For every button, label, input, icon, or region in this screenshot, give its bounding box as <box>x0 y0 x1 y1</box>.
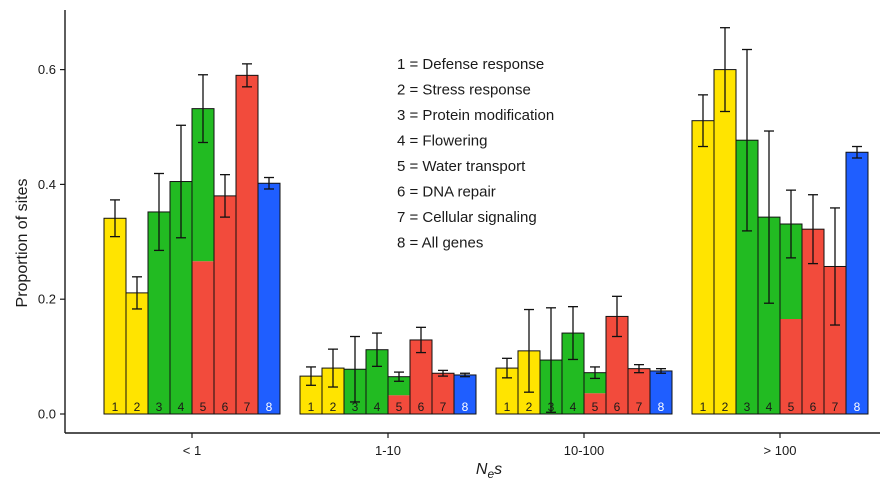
bar-number-7-group-4: 7 <box>832 400 839 414</box>
bar-number-1-group-3: 1 <box>504 400 511 414</box>
bar-5-group-2-upper <box>388 376 410 396</box>
x-ticks: < 1 1-10 10-100 > 100 <box>183 433 797 458</box>
bar-number-6-group-1: 6 <box>222 400 229 414</box>
x-tick-label-4: > 100 <box>764 443 797 458</box>
bar-number-2-group-3: 2 <box>526 400 533 414</box>
bar-6-group-1 <box>213 195 237 415</box>
bar-number-1-group-4: 1 <box>700 400 707 414</box>
bar-number-6-group-3: 6 <box>614 400 621 414</box>
y-tick-label-3: 0.6 <box>38 62 56 77</box>
y-tick-label-2: 0.4 <box>38 177 56 192</box>
bar-number-1-group-1: 1 <box>112 400 119 414</box>
bar-number-4-group-2: 4 <box>374 400 381 414</box>
bar-5-group-3-lower <box>584 393 606 414</box>
y-ticks: 0.0 0.2 0.4 0.6 <box>38 62 65 422</box>
bar-number-8-group-4: 8 <box>854 400 861 414</box>
legend-entry-7: 7 = Cellular signaling <box>397 209 537 226</box>
legend-entry-2: 2 = Stress response <box>397 82 531 99</box>
y-axis-title: Proportion of sites <box>14 179 31 308</box>
bar-5-group-4-lower <box>780 319 802 414</box>
bar-number-5-group-4: 5 <box>788 400 795 414</box>
y-tick-label-0: 0.0 <box>38 407 56 422</box>
bar-1-group-4 <box>691 120 715 415</box>
legend: 1 = Defense response 2 = Stress response 3… <box>397 56 554 252</box>
bar-number-7-group-2: 7 <box>440 400 447 414</box>
y-tick-label-1: 0.2 <box>38 292 56 307</box>
legend-entry-5: 5 = Water transport <box>397 158 526 175</box>
bar-number-3-group-3: 3 <box>548 400 555 414</box>
bar-number-3-group-2: 3 <box>352 400 359 414</box>
bar-number-8-group-1: 8 <box>266 400 273 414</box>
legend-entry-4: 4 = Flowering <box>397 133 487 150</box>
legend-entry-1: 1 = Defense response <box>397 56 544 73</box>
bar-5-group-4-upper <box>780 224 802 320</box>
x-tick-label-1: < 1 <box>183 443 201 458</box>
bar-number-4-group-1: 4 <box>178 400 185 414</box>
legend-entry-8: 8 = All genes <box>397 235 483 252</box>
x-tick-label-3: 10-100 <box>564 443 604 458</box>
bar-1-group-1 <box>103 217 127 415</box>
bar-5-group-1-lower <box>192 261 214 414</box>
bar-number-7-group-3: 7 <box>636 400 643 414</box>
bars-layer <box>103 69 869 415</box>
bar-8-group-1 <box>257 182 281 415</box>
x-axis-title: Nes <box>476 461 502 481</box>
bar-number-6-group-4: 6 <box>810 400 817 414</box>
bar-2-group-4 <box>713 69 737 415</box>
bar-number-5-group-1: 5 <box>200 400 207 414</box>
bar-number-5-group-2: 5 <box>396 400 403 414</box>
bar-number-4-group-3: 4 <box>570 400 577 414</box>
bar-number-5-group-3: 5 <box>592 400 599 414</box>
legend-entry-3: 3 = Protein modification <box>397 107 554 124</box>
bar-number-3-group-1: 3 <box>156 400 163 414</box>
bar-2-group-1 <box>125 292 149 415</box>
bar-number-2-group-1: 2 <box>134 400 141 414</box>
legend-entry-6: 6 = DNA repair <box>397 184 496 201</box>
error-bars-layer <box>110 27 862 413</box>
bar-number-3-group-4: 3 <box>744 400 751 414</box>
bar-number-7-group-1: 7 <box>244 400 251 414</box>
bar-7-group-1 <box>235 74 259 415</box>
bar-number-labels: 1 2 3 4 5 6 7 8 1 2 3 4 5 6 7 8 1 2 3 4 5 6 7 8 1 2 3 4 5 6 7 8 <box>112 400 861 414</box>
bar-number-2-group-2: 2 <box>330 400 337 414</box>
bar-5-group-1-upper <box>192 108 214 262</box>
bar-number-6-group-2: 6 <box>418 400 425 414</box>
bar-8-group-4 <box>845 151 869 415</box>
x-axis-title-tail: s <box>494 461 502 478</box>
x-axis-title-subscript: e <box>487 467 494 481</box>
bar-number-8-group-2: 8 <box>462 400 469 414</box>
bar-number-2-group-4: 2 <box>722 400 729 414</box>
x-axis-title-base: N <box>476 461 488 478</box>
bar-5-group-3-upper <box>584 372 606 394</box>
x-tick-label-2: 1-10 <box>375 443 401 458</box>
bar-number-8-group-3: 8 <box>658 400 665 414</box>
bar-5-group-2-lower <box>388 395 410 414</box>
bar-number-4-group-4: 4 <box>766 400 773 414</box>
bar-number-1-group-2: 1 <box>308 400 315 414</box>
